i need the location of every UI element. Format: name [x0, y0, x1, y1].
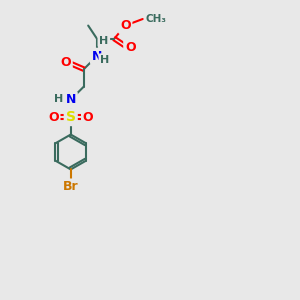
Text: Br: Br: [63, 180, 79, 194]
Text: H: H: [54, 94, 63, 104]
Text: S: S: [66, 110, 76, 124]
Text: N: N: [66, 93, 76, 106]
Text: O: O: [125, 41, 136, 54]
Text: O: O: [60, 56, 71, 69]
Text: H: H: [100, 55, 110, 65]
Text: CH₃: CH₃: [146, 14, 167, 24]
Text: O: O: [120, 19, 130, 32]
Text: O: O: [83, 111, 94, 124]
Text: O: O: [48, 111, 58, 124]
Text: N: N: [92, 50, 102, 63]
Text: H: H: [99, 36, 109, 46]
